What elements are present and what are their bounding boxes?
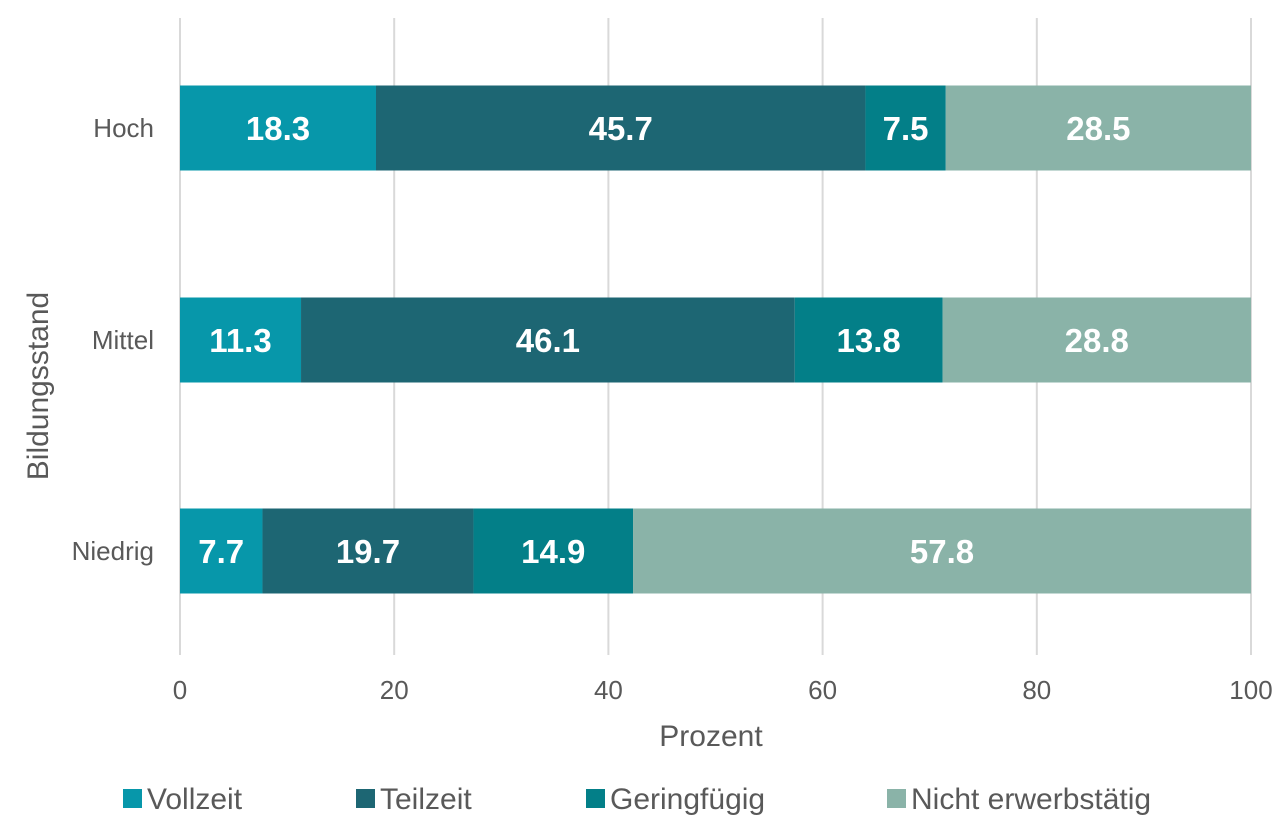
legend-label-2: Geringfügig [610, 783, 765, 816]
legend-swatch-2 [586, 789, 605, 808]
legend-swatch-1 [356, 789, 375, 808]
bar-label-niedrig-1: 19.7 [336, 533, 400, 570]
x-tick-label-0: 0 [173, 675, 187, 705]
legend-swatch-0 [123, 789, 142, 808]
bar-label-hoch-2: 7.5 [883, 110, 929, 147]
bar-label-hoch-0: 18.3 [246, 110, 310, 147]
bar-hoch-1 [375, 85, 866, 171]
bar-label-niedrig-2: 14.9 [521, 533, 585, 570]
bar-labels: 18.3 45.7 7.5 28.5 11.3 46.1 13.8 28.8 7.7 19.7 14… [198, 110, 1130, 570]
bar-mittel-2 [794, 297, 943, 383]
x-tick-labels: 0 20 40 60 80 100 [173, 675, 1273, 705]
category-labels: Hoch Mittel Niedrig [72, 113, 154, 566]
x-tick-label-20: 20 [380, 675, 409, 705]
x-axis-title: Prozent [659, 720, 763, 753]
bar-label-niedrig-0: 7.7 [198, 533, 244, 570]
bar-label-hoch-3: 28.5 [1066, 110, 1130, 147]
bar-mittel-0 [180, 297, 302, 383]
bar-niedrig-2 [473, 508, 634, 594]
bar-niedrig-1 [262, 508, 474, 594]
bars [180, 85, 1251, 594]
x-tick-label-80: 80 [1022, 675, 1051, 705]
bar-label-mittel-1: 46.1 [516, 322, 580, 359]
legend-label-0: Vollzeit [147, 783, 243, 816]
legend: Vollzeit Teilzeit Geringfügig Nicht erwerbs… [123, 783, 1151, 816]
bar-label-mittel-2: 13.8 [837, 322, 901, 359]
y-axis-title: Bildungsstand [22, 292, 55, 480]
bar-mittel-1 [301, 297, 795, 383]
x-tick-label-40: 40 [594, 675, 623, 705]
bar-label-mittel-3: 28.8 [1065, 322, 1129, 359]
bar-niedrig-0 [180, 508, 263, 594]
legend-label-1: Teilzeit [380, 783, 472, 816]
category-label-hoch: Hoch [93, 113, 154, 143]
bar-mittel-3 [942, 297, 1251, 383]
bar-hoch-3 [945, 85, 1251, 171]
bar-hoch-0 [180, 85, 376, 171]
bar-label-hoch-1: 45.7 [589, 110, 653, 147]
category-label-mittel: Mittel [92, 325, 154, 355]
bar-label-mittel-0: 11.3 [209, 322, 271, 359]
category-label-niedrig: Niedrig [72, 536, 154, 566]
bar-hoch-2 [865, 85, 946, 171]
x-tick-label-100: 100 [1229, 675, 1272, 705]
legend-label-3: Nicht erwerbstätig [911, 783, 1151, 816]
bar-label-niedrig-3: 57.8 [910, 533, 974, 570]
bar-niedrig-3 [633, 508, 1251, 594]
x-tick-label-60: 60 [808, 675, 837, 705]
legend-swatch-3 [887, 789, 906, 808]
